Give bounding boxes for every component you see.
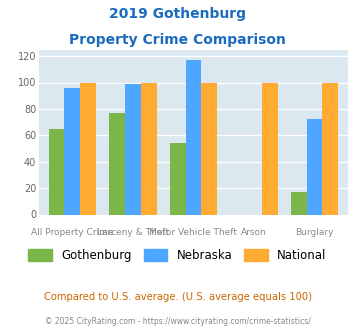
Bar (262, 82, 278, 214)
Bar (307, 119, 322, 214)
Text: All Property Crime: All Property Crime (31, 228, 114, 237)
Text: Larceny & Theft: Larceny & Theft (97, 228, 169, 237)
Bar (65, 88, 80, 214)
Bar (170, 143, 186, 214)
Text: Motor Vehicle Theft: Motor Vehicle Theft (149, 228, 237, 237)
Bar (125, 84, 141, 214)
Bar (141, 82, 157, 214)
Text: Burglary: Burglary (295, 228, 334, 237)
Bar (109, 113, 125, 214)
Text: © 2025 CityRating.com - https://www.cityrating.com/crime-statistics/: © 2025 CityRating.com - https://www.city… (45, 317, 310, 326)
Legend: Gothenburg, Nebraska, National: Gothenburg, Nebraska, National (23, 244, 332, 266)
Bar (322, 82, 338, 214)
Text: Property Crime Comparison: Property Crime Comparison (69, 33, 286, 47)
Bar (49, 129, 65, 214)
Bar (291, 192, 307, 214)
Bar (201, 82, 217, 214)
Bar (80, 82, 96, 214)
Text: Compared to U.S. average. (U.S. average equals 100): Compared to U.S. average. (U.S. average … (44, 292, 311, 302)
Text: Arson: Arson (241, 228, 267, 237)
Text: 2019 Gothenburg: 2019 Gothenburg (109, 7, 246, 20)
Bar (186, 60, 201, 214)
